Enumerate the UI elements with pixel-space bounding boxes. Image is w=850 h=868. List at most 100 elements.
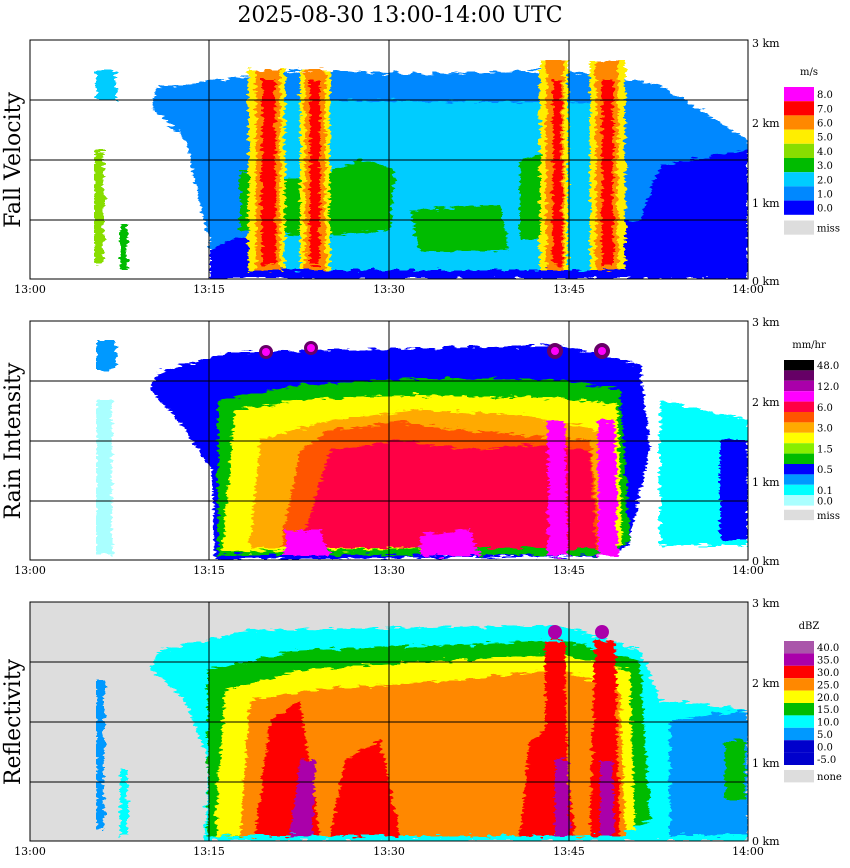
y-tick-label: 2 km xyxy=(752,396,780,409)
y-tick-labels: 3 km 2 km 1 km 0 km xyxy=(752,37,780,288)
x-tick-label: 13:00 xyxy=(14,283,46,296)
colorbar-label: 0.0 xyxy=(817,204,833,215)
y-tick-label: 2 km xyxy=(752,677,780,690)
colorbar-label: 0.0 xyxy=(817,496,833,507)
colorbar-swatch xyxy=(784,752,814,765)
x-tick-label: 13:15 xyxy=(193,564,225,577)
colorbar-swatch xyxy=(784,401,814,412)
x-tick-label: 13:30 xyxy=(373,283,405,296)
colorbar-label: 1.0 xyxy=(817,190,833,201)
colorbar-label: 3.0 xyxy=(817,161,833,172)
colorbar-swatch xyxy=(784,101,814,116)
colorbar-swatch xyxy=(784,509,814,521)
plot-frame xyxy=(29,39,749,280)
y-tick-label: 0 km xyxy=(752,835,780,848)
colorbar-swatch xyxy=(784,87,814,102)
colorbar-unit: m/s xyxy=(800,67,818,78)
colorbar-swatch xyxy=(784,690,814,703)
colorbar-label: 30.0 xyxy=(817,668,839,679)
colorbar-label: 5.0 xyxy=(817,730,833,741)
y-tick-label: 3 km xyxy=(752,37,780,50)
x-tick-label: 14:00 xyxy=(732,845,764,858)
colorbar-label: 40.0 xyxy=(817,643,839,654)
x-tick-label: 13:15 xyxy=(193,283,225,296)
colorbar-label: 8.0 xyxy=(817,90,833,101)
colorbar-label: 0.1 xyxy=(817,486,833,497)
colorbar-label: 6.0 xyxy=(817,403,833,414)
colorbar: dBZ 40.0 35.030.025.0 20.015.0 10.05.00.0 -5.… xyxy=(784,621,842,783)
y-tick-label: 1 km xyxy=(752,476,780,489)
colorbar-swatch xyxy=(784,172,814,187)
colorbar-label: 0.5 xyxy=(817,465,833,476)
x-tick-label: 14:00 xyxy=(732,564,764,577)
colorbar-swatch xyxy=(784,143,814,158)
colorbar-label: -5.0 xyxy=(817,755,836,766)
x-tick-label: 13:15 xyxy=(193,845,225,858)
colorbar-label: 10.0 xyxy=(817,718,839,729)
colorbar-swatch xyxy=(784,412,814,423)
colorbar-swatch xyxy=(784,474,814,485)
panel-reflectivity: Reflectivity 13:00 13:15 13:30 13:45 14:… xyxy=(1,597,842,858)
colorbar-swatch xyxy=(784,678,814,691)
colorbar-swatch xyxy=(784,391,814,402)
colorbar-swatch xyxy=(784,115,814,130)
y-tick-label: 0 km xyxy=(752,275,780,288)
colorbar-swatch xyxy=(784,453,814,464)
y-tick-labels: 3 km 2 km 1 km 0 km xyxy=(752,597,780,848)
y-tick-label: 1 km xyxy=(752,197,780,210)
y-tick-label: 2 km xyxy=(752,117,780,130)
y-tick-label: 1 km xyxy=(752,757,780,770)
colorbar-label: miss xyxy=(817,224,840,235)
y-tick-label: 3 km xyxy=(752,597,780,610)
colorbar-label: none xyxy=(817,772,842,783)
x-tick-label: 13:45 xyxy=(553,283,585,296)
colorbar-label: 25.0 xyxy=(817,680,839,691)
colorbar-label: 4.0 xyxy=(817,147,833,158)
colorbar-label: 5.0 xyxy=(817,133,833,144)
colorbar-unit: dBZ xyxy=(799,621,820,632)
chart-title: 2025-08-30 13:00-14:00 UTC xyxy=(237,3,562,28)
colorbar-swatch xyxy=(784,443,814,454)
colorbar-swatch xyxy=(784,641,814,654)
colorbar-swatch xyxy=(784,380,814,392)
colorbar-label: 20.0 xyxy=(817,693,839,704)
colorbar-label: miss xyxy=(817,511,840,522)
colorbar-label: 48.0 xyxy=(817,361,839,372)
panel-fall-velocity: Fall Velocity 13:00 13:15 13:30 13:45 14… xyxy=(1,37,840,296)
colorbar-swatch xyxy=(784,422,814,433)
colorbar-swatch xyxy=(784,432,814,444)
colorbar-label: 3.0 xyxy=(817,424,833,435)
y-tick-label: 0 km xyxy=(752,555,780,568)
colorbar-label: 35.0 xyxy=(817,656,839,667)
x-tick-label: 14:00 xyxy=(732,283,764,296)
x-tick-label: 13:30 xyxy=(373,564,405,577)
colorbar-swatch xyxy=(784,740,814,753)
colorbar-swatch xyxy=(784,653,814,666)
plot-frame xyxy=(29,601,749,842)
colorbar: mm/hr 48.0 12.0 6.0 3.0 1.5 0.5 0.10.0 miss xyxy=(784,340,840,522)
colorbar-label: 0.0 xyxy=(817,742,833,753)
y-axis-label: Fall Velocity xyxy=(1,92,26,228)
y-axis-label: Reflectivity xyxy=(1,658,26,785)
colorbar-swatch xyxy=(784,464,814,475)
colorbar-swatch xyxy=(784,200,814,215)
colorbar-label: 15.0 xyxy=(817,705,839,716)
y-axis-label: Rain Intensity xyxy=(1,362,26,519)
x-tick-labels: 13:00 13:15 13:30 13:45 14:00 xyxy=(14,283,764,296)
colorbar-swatch xyxy=(784,727,814,741)
plot-frame xyxy=(29,320,749,561)
panel-rain-intensity: Rain Intensity 13:00 13:15 13:30 13:45 1… xyxy=(1,316,840,577)
heatmap-field xyxy=(96,625,748,841)
colorbar-swatch xyxy=(784,370,814,381)
x-tick-label: 13:45 xyxy=(553,564,585,577)
x-tick-label: 13:30 xyxy=(373,845,405,858)
x-tick-labels: 13:00 13:15 13:30 13:45 14:00 xyxy=(14,845,764,858)
x-tick-label: 13:00 xyxy=(14,564,46,577)
colorbar-swatch xyxy=(784,220,814,235)
x-tick-label: 13:45 xyxy=(553,845,585,858)
colorbar-unit: mm/hr xyxy=(792,340,826,351)
colorbar-label: 7.0 xyxy=(817,104,833,115)
colorbar-swatch xyxy=(784,158,814,173)
colorbar-swatch xyxy=(784,495,814,506)
